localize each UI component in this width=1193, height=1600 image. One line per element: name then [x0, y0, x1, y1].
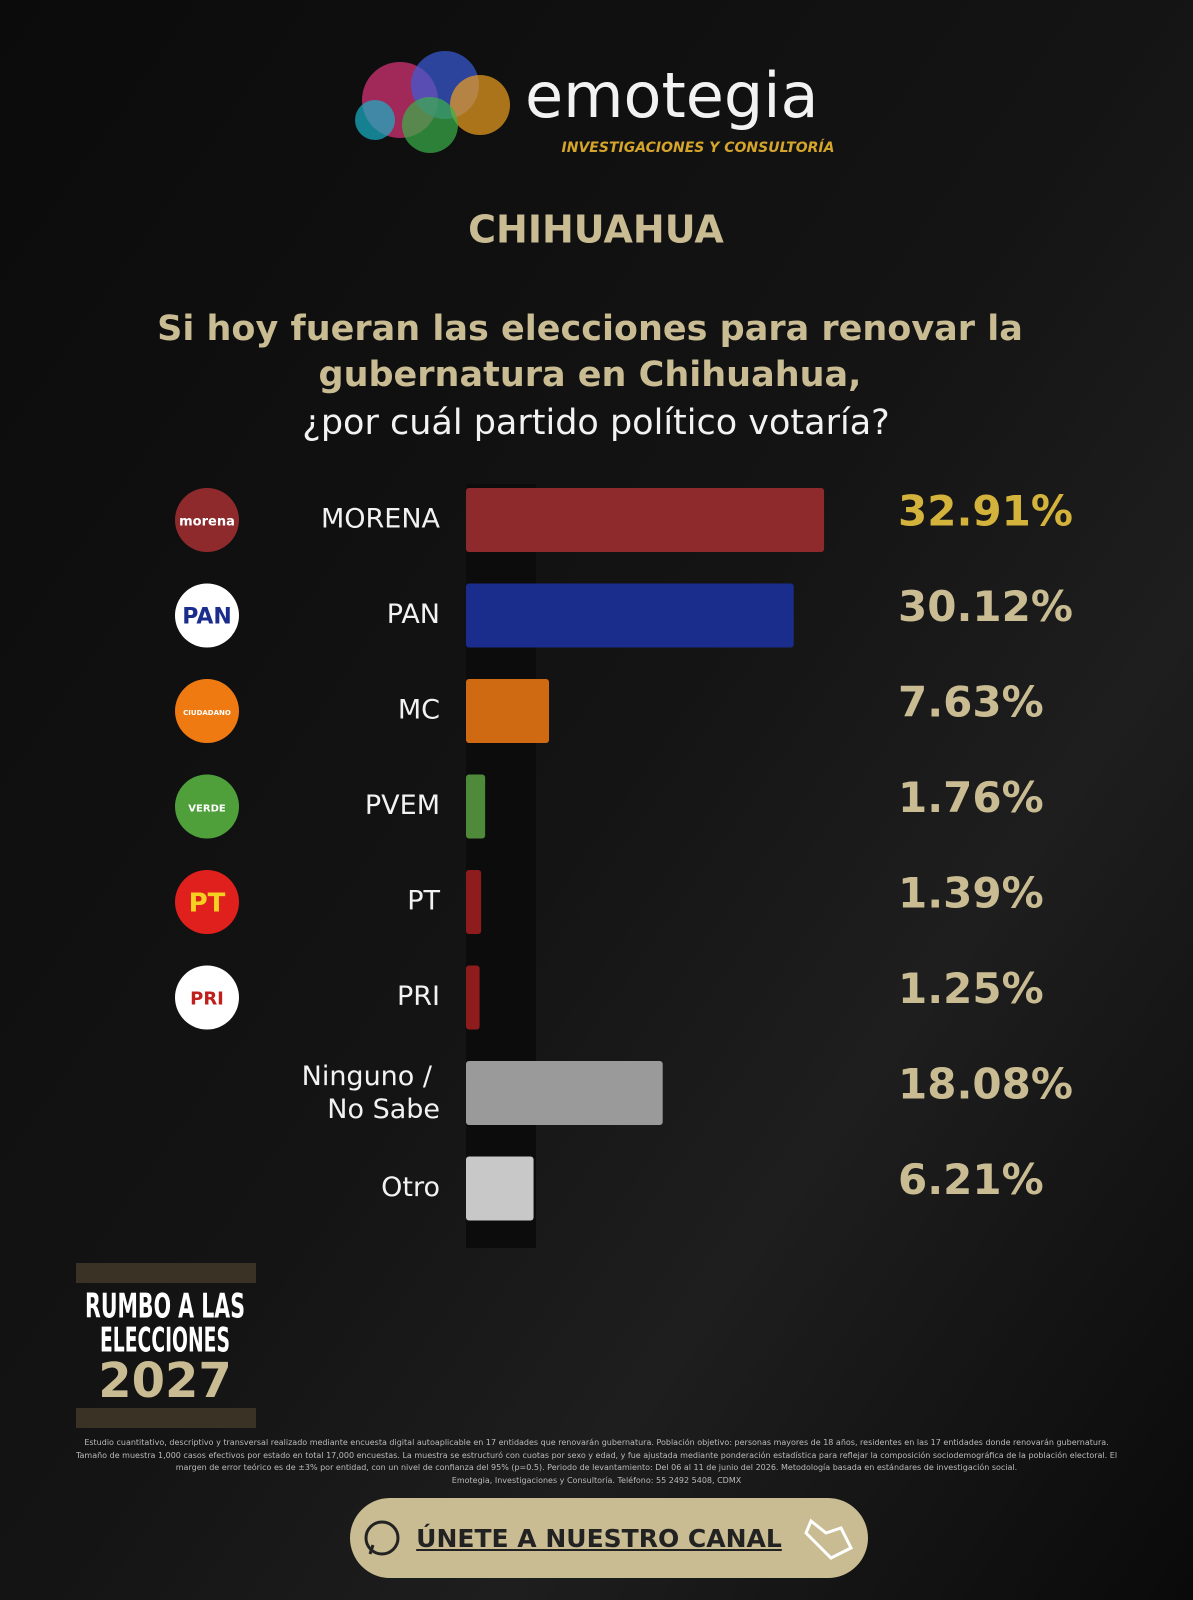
bar: [466, 1061, 663, 1125]
brand-tagline: INVESTIGACIONES Y CONSULTORÍA: [562, 139, 835, 156]
party-logo-text: CIUDADANO: [183, 709, 231, 717]
button-label[interactable]: ÚNETE A NUESTRO CANAL: [416, 1523, 782, 1553]
party-logo-text: VERDE: [188, 804, 226, 815]
state: CHIHUAHUA: [468, 208, 724, 252]
bar: [466, 774, 486, 839]
party-logo: [175, 870, 239, 934]
category-label: Ninguno / No Sabe: [302, 1061, 440, 1125]
party-logo-text: PRI: [190, 989, 224, 1010]
category-label: PT: [407, 886, 440, 917]
footnote-line: Emotegia, Investigaciones y Consultoría.…: [451, 1475, 742, 1485]
party-logo-text: morena: [179, 515, 235, 530]
logo-splash: [355, 51, 510, 153]
subtitle: ¿por cuál partido político votaría?: [302, 403, 889, 443]
category-label: MORENA: [321, 504, 441, 535]
category-label: PRI: [397, 981, 440, 1012]
footnote-line: Estudio cuantitativo, descriptivo y tran…: [84, 1438, 1109, 1447]
bar: [466, 870, 482, 934]
footnote-line: margen de error teórico es de ±3% por en…: [175, 1463, 1018, 1472]
title-line: gubernatura en Chihuahua,: [319, 355, 862, 395]
party-logo: [175, 583, 239, 648]
party-logo: [175, 488, 239, 552]
whatsapp-icon: [364, 1520, 400, 1556]
party-logo: [175, 679, 239, 743]
category-label: PVEM: [365, 790, 440, 821]
category-label: Otro: [381, 1172, 440, 1203]
value-label: 1.76%: [898, 773, 1044, 822]
category-label-part: No Sabe: [327, 1094, 440, 1125]
badge-line: RUMBO A LAS: [85, 1287, 245, 1327]
footnote-line: Tamaño de muestra 1,000 casos efectivos …: [75, 1450, 1118, 1460]
bar: [466, 965, 480, 1030]
badge-line: 2027: [98, 1353, 232, 1409]
bar: [466, 1156, 534, 1221]
footnote: Estudio cuantitativo, descriptivo y tran…: [60, 1437, 1133, 1487]
badge: RUMBO A LAS ELECCIONES 2027: [76, 1263, 256, 1428]
value-label: 6.21%: [898, 1155, 1044, 1204]
value-label: 32.91%: [898, 487, 1073, 536]
party-logo-text: PAN: [182, 605, 232, 630]
party-logo-text: PT: [189, 889, 226, 919]
bar: [466, 583, 794, 648]
category-label: PAN: [387, 599, 440, 630]
party-logo: [175, 965, 239, 1030]
join-button[interactable]: ÚNETE A NUESTRO CANAL: [350, 1498, 868, 1578]
value-label: 1.25%: [898, 964, 1044, 1013]
party-logo: [175, 774, 239, 839]
title-line: Si hoy fueran las elecciones para renova…: [157, 309, 1023, 349]
badge-line: ELECCIONES: [100, 1321, 230, 1361]
value-label: 30.12%: [898, 582, 1073, 631]
category-label-part: Ninguno /: [302, 1061, 433, 1092]
bar: [466, 679, 550, 743]
chart: emotegia INVESTIGACIONES Y CONSULTORÍA C…: [76, 51, 1073, 1428]
value-label: 7.63%: [898, 678, 1044, 727]
brand: emotegia: [525, 59, 819, 132]
value-label: 1.39%: [898, 869, 1044, 918]
value-label: 18.08%: [898, 1060, 1073, 1109]
category-label: MC: [398, 695, 440, 726]
bar: [466, 488, 825, 552]
hand-icon: [804, 1518, 853, 1560]
